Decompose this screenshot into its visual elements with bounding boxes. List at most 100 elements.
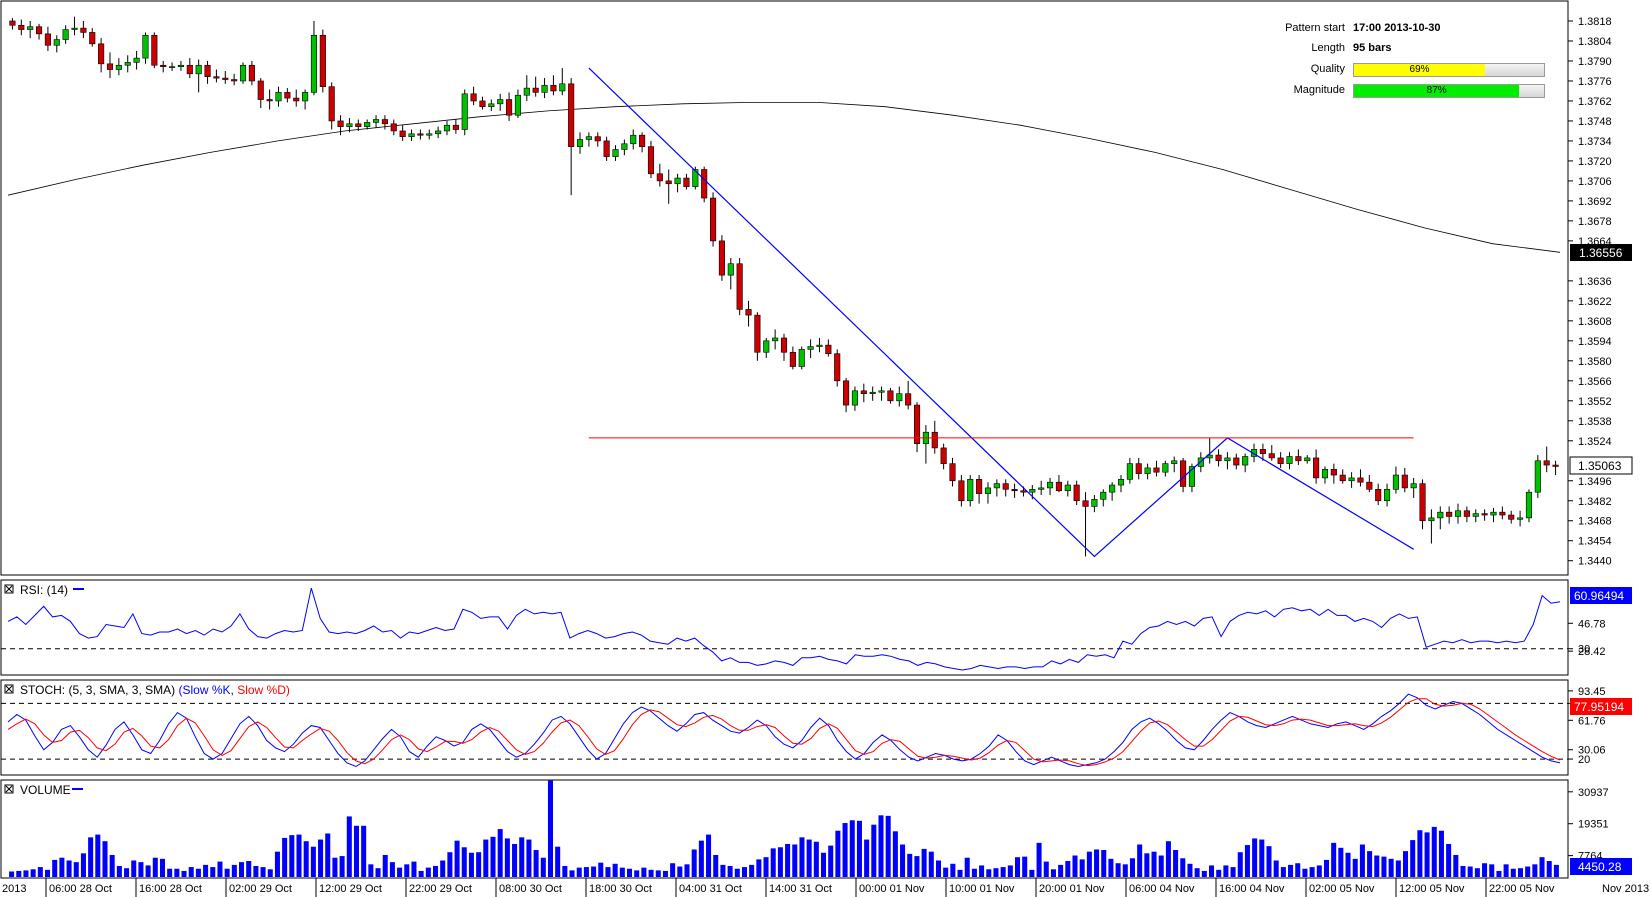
candle-body <box>435 130 442 135</box>
candle <box>843 377 850 413</box>
candle <box>1552 460 1559 476</box>
volume-title: VOLUME <box>20 783 71 797</box>
candle <box>124 55 131 73</box>
volume-bar <box>547 780 553 877</box>
candle-body <box>1020 490 1027 493</box>
volume-bar <box>634 870 640 877</box>
candle <box>1517 510 1524 527</box>
volume-bar <box>720 864 726 877</box>
candle-body <box>1419 483 1426 522</box>
candle-body <box>1171 460 1178 464</box>
volume-bar <box>1367 851 1373 877</box>
candle-body <box>1250 449 1258 457</box>
candle-body <box>727 263 734 276</box>
volume-bar <box>375 868 381 877</box>
candle <box>461 89 468 136</box>
stoch-legend-close: ) <box>286 683 290 697</box>
candle-body <box>408 133 415 137</box>
candle <box>763 337 770 358</box>
volume-bar <box>785 843 791 877</box>
candle-body <box>98 43 105 65</box>
price-tick-label: 1.3482 <box>1578 496 1612 508</box>
candle-body <box>1286 456 1293 464</box>
volume-bar <box>935 860 941 877</box>
candle <box>710 192 717 247</box>
volume-bar <box>605 867 611 877</box>
candle <box>257 78 264 109</box>
price-tick-label: 1.3552 <box>1578 396 1612 408</box>
volume-close-icon <box>5 785 13 793</box>
candle-body <box>1401 474 1408 489</box>
candle-body <box>195 64 202 75</box>
candle-body <box>692 169 699 187</box>
candle-body <box>452 124 459 130</box>
candle <box>1357 469 1364 487</box>
candle-body <box>1242 456 1249 466</box>
volume-bar <box>325 833 331 877</box>
candle <box>115 58 122 76</box>
candle-body <box>1517 517 1524 520</box>
price-tick-label: 1.3608 <box>1578 316 1612 328</box>
candle-body <box>80 27 87 33</box>
candle <box>71 16 78 36</box>
candle-body <box>461 93 468 130</box>
candle <box>142 32 149 64</box>
candle <box>452 119 459 134</box>
volume-bar <box>684 864 690 877</box>
candle <box>913 402 921 453</box>
pattern-info-panel: Pattern start 17:00 2013-10-30 Length 95… <box>1255 22 1555 112</box>
candle <box>984 482 992 504</box>
candle-body <box>931 431 938 449</box>
candle <box>612 145 619 161</box>
time-tick-label: 08:00 30 Oct <box>499 883 562 895</box>
rsi-title: RSI: (14) <box>20 583 68 597</box>
candle-body <box>133 57 140 63</box>
volume-bar <box>1331 842 1337 877</box>
volume-bar <box>159 858 165 877</box>
volume-bar <box>425 867 431 877</box>
volume-bar <box>734 868 740 877</box>
candle-body <box>142 34 149 59</box>
volume-bar <box>1532 864 1538 877</box>
stoch-title: STOCH: (5, 3, SMA, 3, SMA) <box>20 683 175 697</box>
candle <box>1055 475 1062 493</box>
volume-bar <box>907 853 913 877</box>
volume-bar <box>73 862 79 877</box>
candle-body <box>701 169 708 199</box>
candle-body <box>860 390 867 394</box>
volume-bar <box>598 862 604 877</box>
volume-bar <box>1410 840 1416 877</box>
stoch-value-box <box>1570 698 1632 715</box>
candle-body <box>1534 460 1541 493</box>
candle-body <box>514 94 521 116</box>
candle-body <box>1552 464 1559 467</box>
candle <box>692 166 699 190</box>
volume-bar <box>1266 846 1272 877</box>
volume-bar <box>267 869 273 877</box>
candle-body <box>1463 510 1470 517</box>
volume-bar <box>483 839 489 877</box>
candle-body <box>204 64 211 77</box>
stoch-legend-d: Slow %D <box>237 683 286 697</box>
stoch-close-icon <box>5 685 13 693</box>
candle-body <box>1384 489 1391 502</box>
time-tick-label: 04:00 31 Oct <box>679 883 742 895</box>
candle-body <box>1215 454 1222 462</box>
volume-bar <box>174 868 180 877</box>
candle <box>408 129 415 141</box>
candle <box>372 115 380 129</box>
volume-bar <box>627 868 633 877</box>
candle-body <box>594 136 601 142</box>
volume-bar <box>957 869 963 877</box>
volume-bar <box>440 860 446 877</box>
volume-bar <box>131 860 137 877</box>
volume-bar <box>504 838 510 877</box>
volume-bar <box>1273 860 1279 877</box>
time-tick-label: 18:00 30 Oct <box>589 883 652 895</box>
candle-body <box>293 97 300 102</box>
volume-bar <box>1058 864 1064 877</box>
volume-bar <box>397 867 403 877</box>
candle <box>1366 475 1373 493</box>
candle <box>639 132 646 153</box>
